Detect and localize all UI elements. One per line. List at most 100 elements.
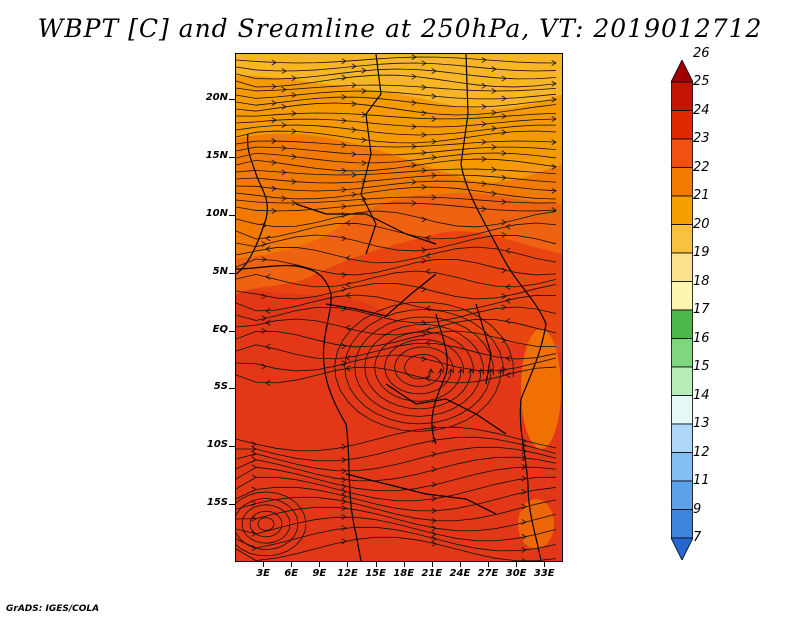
lat-label: 10N [205, 207, 228, 219]
streamline-arrow [501, 75, 507, 82]
legend-label: 12 [693, 444, 710, 460]
streamline-arrow [345, 292, 351, 299]
streamline-arrow [421, 167, 427, 174]
border-line [460, 54, 547, 561]
color-legend-bar [671, 60, 693, 560]
legend-swatch [671, 167, 693, 197]
streamline-arrow [421, 110, 427, 116]
streamline-arrow [505, 318, 511, 324]
streamline-arrow [521, 558, 527, 561]
streamline-arrow [431, 93, 437, 100]
lat-label: EQ [212, 323, 228, 335]
lat-tick [229, 330, 235, 332]
streamline-arrow [425, 340, 431, 346]
streamline-vortex [354, 316, 494, 417]
streamline-arrow [281, 68, 287, 74]
streamline-arrow [265, 246, 271, 252]
lon-label: 33E [533, 568, 555, 579]
streamline-arrow [341, 142, 347, 148]
legend-swatch [671, 138, 693, 168]
streamline [236, 354, 557, 372]
streamline-arrow [425, 268, 431, 275]
lon-label: 3E [256, 568, 270, 579]
streamline-arrow [261, 241, 267, 248]
streamline-arrow [491, 125, 497, 132]
streamline-arrow [251, 450, 257, 457]
legend-swatch [671, 395, 693, 425]
streamline [236, 222, 557, 240]
streamline-arrow [521, 503, 527, 510]
streamline-arrow [521, 533, 527, 540]
streamline-arrow [481, 206, 487, 212]
streamline-arrow [428, 368, 434, 374]
streamline-arrow [481, 82, 487, 89]
streamline [236, 118, 557, 128]
streamline-arrow [491, 109, 497, 116]
streamline [236, 102, 557, 116]
lon-tick [347, 562, 349, 567]
legend-swatch-bottom [671, 537, 693, 560]
streamline-arrow [421, 356, 427, 362]
streamline-arrow [251, 486, 257, 493]
streamline [236, 486, 557, 512]
streamline-arrow [501, 267, 507, 274]
streamline-arrow [291, 128, 297, 135]
streamline-vortex [404, 353, 444, 380]
streamline-arrow [351, 171, 357, 178]
streamline [236, 342, 557, 360]
streamline-arrow [291, 92, 297, 98]
streamline-arrow [431, 531, 437, 538]
streamline-arrow [361, 88, 367, 94]
streamline-arrow [501, 129, 507, 136]
legend-label: 17 [693, 302, 710, 317]
streamline [236, 330, 557, 348]
streamline [236, 84, 557, 92]
streamline-arrow [425, 235, 431, 241]
legend-label: 23 [693, 131, 710, 146]
streamline-arrow [261, 363, 267, 370]
streamline-arrow [488, 368, 494, 374]
lat-label: 15N [205, 150, 228, 162]
streamline-arrow [491, 190, 497, 197]
streamline-arrow [251, 474, 257, 481]
streamline-arrow [411, 123, 417, 130]
streamline-arrow [281, 103, 287, 110]
lon-label: 18E [393, 568, 415, 579]
streamline-arrow [281, 86, 287, 93]
legend-swatch [671, 480, 693, 510]
credit-text: GrADS: IGES/COLA [6, 604, 100, 614]
streamline-arrow [341, 488, 347, 495]
streamline [236, 536, 557, 561]
streamline [236, 112, 557, 120]
map-panel [235, 53, 563, 562]
streamline-arrow [481, 180, 487, 187]
streamline-arrow [265, 319, 271, 326]
streamline-arrow [491, 88, 497, 94]
streamline-arrow [521, 438, 527, 444]
legend-label: 11 [693, 473, 710, 488]
legend-swatch [671, 224, 693, 254]
streamline-arrow [341, 343, 347, 350]
streamline-arrow [351, 63, 357, 70]
legend-swatch [671, 338, 693, 368]
streamline-arrow [341, 167, 347, 174]
streamline-arrow [281, 145, 287, 152]
streamline-arrow [361, 196, 367, 202]
streamline-arrow [361, 137, 367, 144]
streamline-arrow [351, 151, 357, 158]
lon-label: 21E [421, 568, 443, 579]
streamline-arrow [341, 525, 347, 532]
streamline-arrow [521, 442, 527, 449]
streamline-arrow [421, 257, 427, 264]
streamline-arrow [361, 111, 367, 118]
streamline [236, 318, 557, 336]
streamline-arrow [501, 219, 507, 226]
streamline-arrow [271, 100, 277, 106]
streamline-arrow [271, 208, 277, 214]
streamline-arrow [351, 191, 357, 198]
streamline-arrow [341, 212, 347, 218]
lat-label: 15S [206, 497, 228, 509]
streamline-arrow [551, 60, 557, 66]
streamline-arrow [345, 255, 351, 261]
streamline [236, 246, 557, 264]
